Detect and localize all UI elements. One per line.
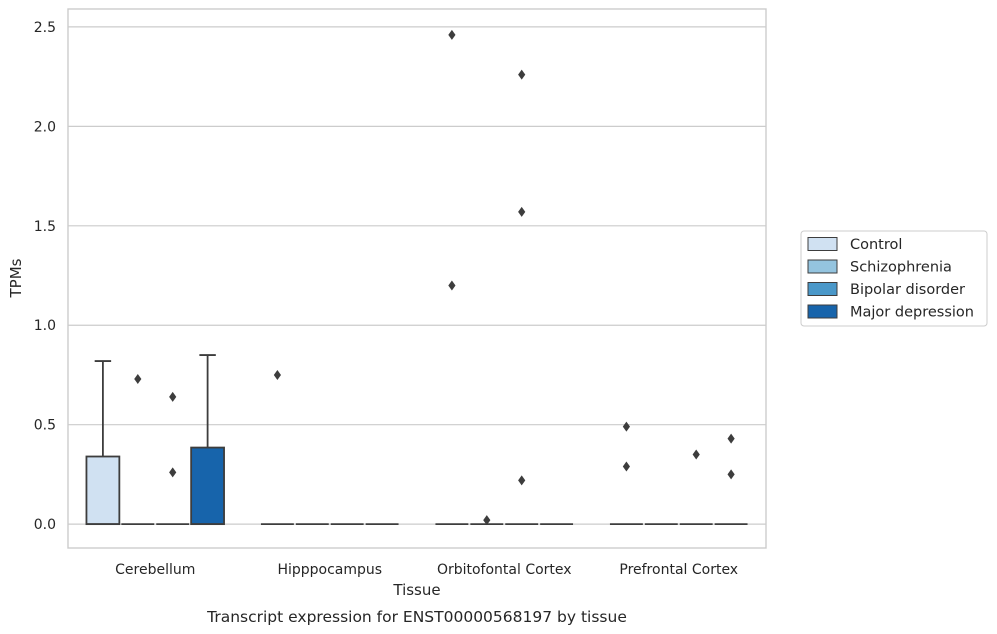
outlier-point bbox=[169, 467, 177, 478]
x-axis-label: Tissue bbox=[392, 581, 440, 599]
outliers bbox=[134, 29, 735, 526]
outlier-point bbox=[483, 515, 491, 526]
legend-label: Major depression bbox=[850, 305, 974, 321]
x-tick-label: Hipppocampus bbox=[277, 562, 382, 578]
outlier-point bbox=[727, 469, 735, 480]
plot-frame bbox=[67, 8, 767, 549]
x-axis-ticks: Cerebellum Hipppocampus Orbitofontal Corte… bbox=[115, 562, 738, 578]
gridlines bbox=[68, 26, 766, 525]
y-tick-label: 1.0 bbox=[34, 318, 56, 334]
x-tick-label: Orbitofontal Cortex bbox=[437, 562, 572, 578]
y-axis-label: TPMs bbox=[7, 258, 25, 298]
outlier-point bbox=[448, 29, 456, 40]
legend-swatch bbox=[807, 259, 838, 274]
outlier-point bbox=[622, 461, 630, 472]
outlier-point bbox=[518, 475, 526, 486]
legend-swatch bbox=[807, 304, 838, 319]
box bbox=[190, 446, 225, 526]
y-tick-label: 2.5 bbox=[34, 20, 56, 36]
outlier-point bbox=[518, 206, 526, 217]
outlier-point bbox=[727, 433, 735, 444]
outlier-point bbox=[692, 449, 700, 460]
legend-frame bbox=[800, 230, 988, 327]
outlier-point bbox=[622, 421, 630, 432]
legend-label: Schizophrenia bbox=[850, 260, 952, 276]
outlier-point bbox=[169, 391, 177, 402]
y-tick-label: 0.0 bbox=[34, 517, 56, 533]
outlier-point bbox=[273, 369, 281, 380]
y-tick-label: 1.5 bbox=[34, 219, 56, 235]
legend-label: Control bbox=[850, 237, 902, 253]
outlier-point bbox=[134, 373, 142, 384]
legend: Control Schizophrenia Bipolar disorder Majo… bbox=[800, 230, 988, 327]
outlier-point bbox=[518, 69, 526, 80]
x-tick-label: Prefrontal Cortex bbox=[619, 562, 738, 578]
outlier-point bbox=[448, 280, 456, 291]
y-axis-ticks: 0.0 0.5 1.0 1.5 2.0 2.5 bbox=[34, 20, 56, 533]
legend-swatch bbox=[807, 237, 838, 251]
y-tick-label: 2.0 bbox=[34, 119, 56, 135]
chart-caption: Transcript expression for ENST0000056819… bbox=[206, 608, 627, 626]
legend-label: Bipolar disorder bbox=[850, 282, 965, 298]
box bbox=[85, 455, 121, 526]
legend-swatch bbox=[807, 282, 838, 296]
x-tick-label: Cerebellum bbox=[115, 562, 195, 578]
boxes bbox=[85, 354, 748, 526]
y-tick-label: 0.5 bbox=[34, 418, 56, 434]
